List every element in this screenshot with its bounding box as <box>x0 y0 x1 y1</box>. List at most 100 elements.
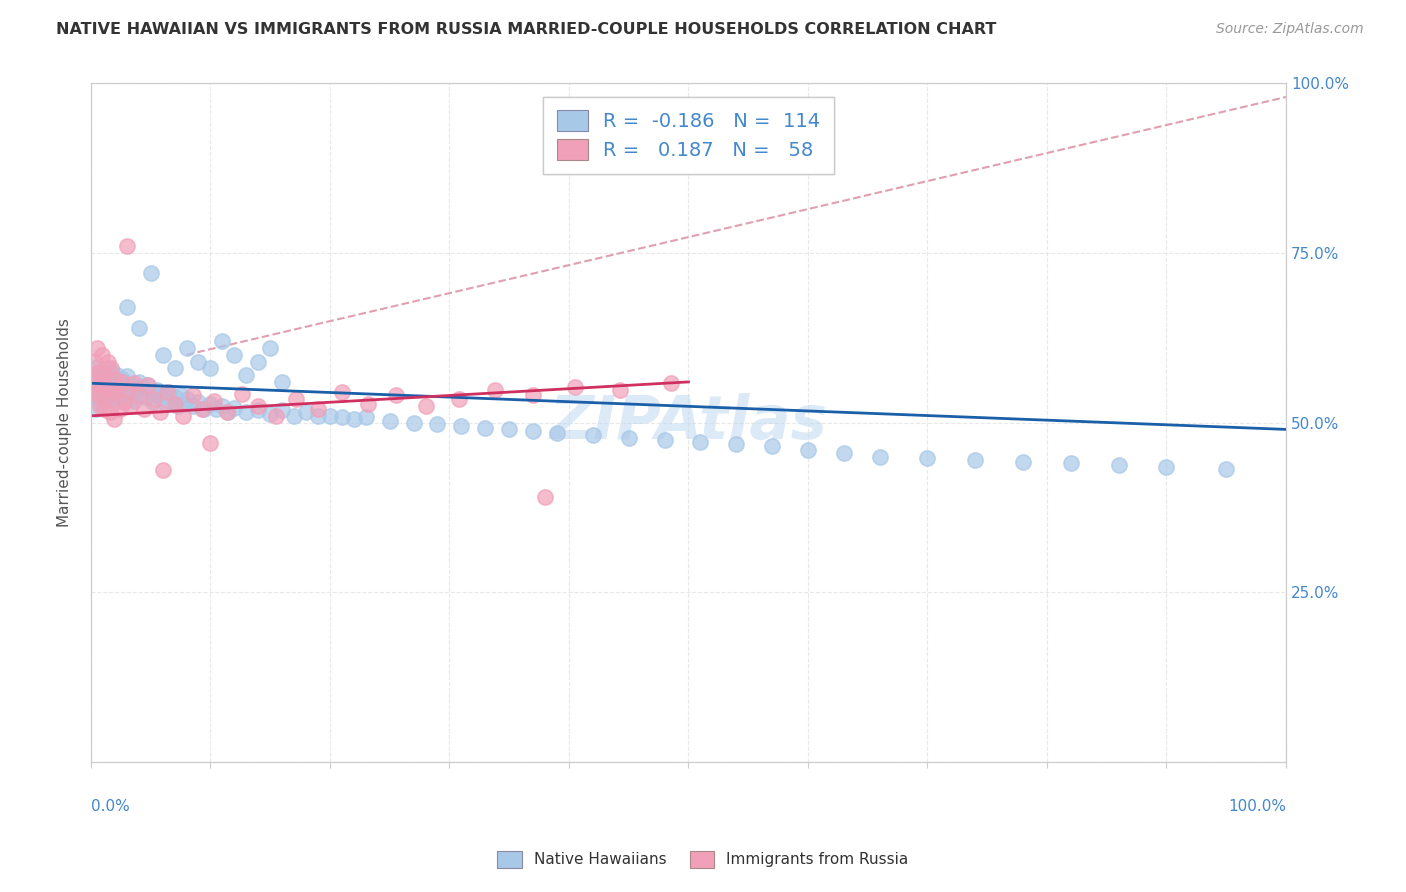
Point <box>82 368 104 383</box>
Point <box>152 387 174 401</box>
Y-axis label: Married-couple Households: Married-couple Households <box>58 318 72 527</box>
Point <box>484 383 506 397</box>
Point <box>136 378 159 392</box>
Point <box>107 388 129 402</box>
Point <box>103 388 125 402</box>
Point <box>167 399 190 413</box>
Point <box>498 422 520 436</box>
Text: ZIPAtlas: ZIPAtlas <box>550 393 828 452</box>
Point <box>120 399 142 413</box>
Point <box>319 409 342 423</box>
Point <box>97 354 120 368</box>
Point <box>173 396 195 410</box>
Point <box>120 392 142 406</box>
Point <box>689 434 711 449</box>
Point <box>83 354 105 368</box>
Point <box>224 348 246 362</box>
Point <box>917 450 939 465</box>
Point <box>1215 461 1237 475</box>
Point <box>402 416 425 430</box>
Point <box>112 385 135 400</box>
Text: Source: ZipAtlas.com: Source: ZipAtlas.com <box>1216 22 1364 37</box>
Point <box>94 368 117 383</box>
Point <box>447 392 470 406</box>
Point <box>832 446 855 460</box>
Point <box>115 300 138 314</box>
Point <box>115 239 138 253</box>
Point <box>357 396 380 410</box>
Point <box>128 388 150 402</box>
Point <box>187 354 209 368</box>
Point <box>193 402 215 417</box>
Point <box>654 433 676 447</box>
Point <box>217 405 239 419</box>
Point <box>105 368 128 383</box>
Point <box>259 341 281 355</box>
Point <box>235 405 257 419</box>
Point <box>271 375 294 389</box>
Legend: R =  -0.186   N =  114, R =   0.187   N =   58: R = -0.186 N = 114, R = 0.187 N = 58 <box>543 96 834 174</box>
Point <box>522 424 544 438</box>
Point <box>91 365 114 379</box>
Point <box>115 383 138 397</box>
Point <box>93 402 115 417</box>
Point <box>105 385 128 400</box>
Point <box>93 392 115 406</box>
Point <box>202 393 225 408</box>
Point <box>271 403 294 417</box>
Point <box>1012 455 1035 469</box>
Point <box>330 410 353 425</box>
Point <box>200 436 222 450</box>
Point <box>200 361 222 376</box>
Point <box>131 380 153 394</box>
Point <box>97 378 120 392</box>
Point <box>103 412 125 426</box>
Point <box>104 371 127 385</box>
Point <box>426 417 449 431</box>
Point <box>112 395 135 409</box>
Point <box>522 388 544 402</box>
Point <box>86 368 108 383</box>
Point <box>450 419 472 434</box>
Point <box>89 365 111 379</box>
Point <box>247 354 270 368</box>
Point <box>105 382 128 396</box>
Point <box>132 402 155 417</box>
Point <box>111 371 134 385</box>
Point <box>149 405 172 419</box>
Point <box>283 409 305 423</box>
Point <box>145 383 167 397</box>
Point <box>110 392 132 406</box>
Point <box>84 402 107 417</box>
Point <box>89 375 111 389</box>
Point <box>354 410 377 425</box>
Point <box>91 376 114 391</box>
Text: 0.0%: 0.0% <box>91 799 129 814</box>
Point <box>725 437 748 451</box>
Point <box>163 390 186 404</box>
Point <box>122 376 145 391</box>
Point <box>139 385 162 400</box>
Point <box>617 431 640 445</box>
Point <box>176 341 198 355</box>
Point <box>87 388 110 402</box>
Point <box>134 390 156 404</box>
Point <box>97 392 120 406</box>
Point <box>343 412 366 426</box>
Point <box>125 383 148 397</box>
Point <box>89 395 111 409</box>
Point <box>582 427 605 442</box>
Point <box>90 385 112 400</box>
Point <box>869 450 891 464</box>
Text: 100.0%: 100.0% <box>1227 799 1286 814</box>
Point <box>761 439 783 453</box>
Point <box>86 341 108 355</box>
Point <box>149 390 172 404</box>
Point <box>307 409 329 423</box>
Point <box>1108 458 1130 472</box>
Legend: Native Hawaiians, Immigrants from Russia: Native Hawaiians, Immigrants from Russia <box>491 845 915 873</box>
Point <box>224 401 246 415</box>
Point <box>235 368 257 383</box>
Point <box>231 387 253 401</box>
Point <box>91 378 114 392</box>
